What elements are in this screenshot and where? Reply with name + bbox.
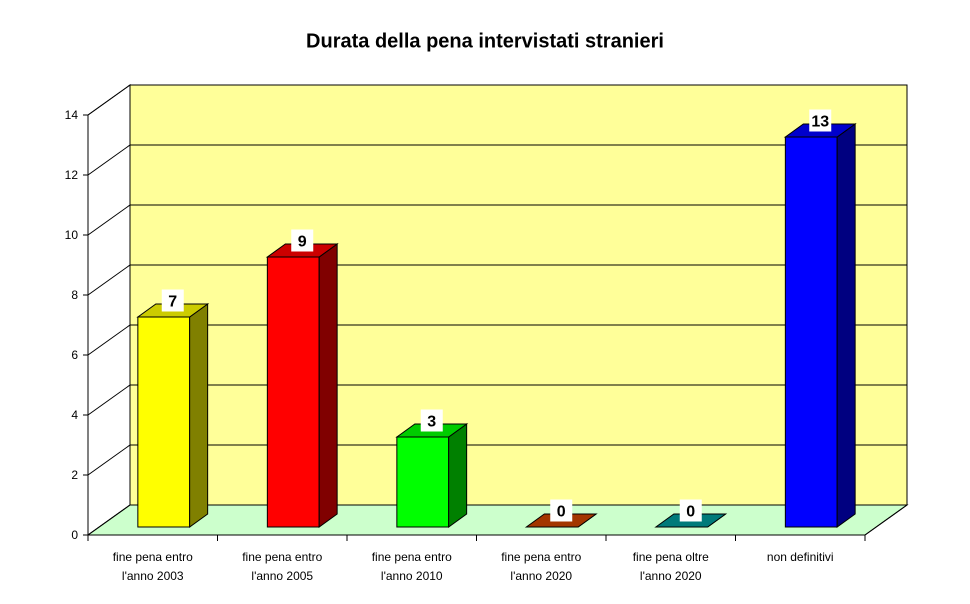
y-tick-label: 0 [71,528,78,542]
y-tick-label: 2 [71,468,78,482]
grid-line [87,384,131,416]
floor [86,504,909,536]
x-tick-label: fine pena entro l'anno 2010 [372,550,452,583]
y-tick-label: 10 [65,228,79,242]
data-label: 7 [168,294,177,311]
data-label-box [291,229,314,252]
floor-edge [864,504,908,536]
bar [265,243,339,528]
y-tick-label: 4 [71,408,78,422]
side-wall [87,84,131,536]
bar-side [318,243,338,528]
grid-line [87,144,131,176]
bar-front [784,136,838,528]
data-label-box [420,409,443,432]
chart-title: Durata della pena intervistati stranieri [306,30,664,52]
data-label: 0 [686,504,695,521]
grid-line [87,444,131,476]
data-label: 13 [811,114,829,131]
data-label: 3 [427,414,436,431]
bar-side [448,423,468,528]
bar-side [189,303,209,528]
bar [395,423,469,528]
data-label: 0 [557,504,566,521]
data-label: 9 [298,234,307,251]
bar [783,123,857,528]
x-tick-label: fine pena oltre l'anno 2020 [633,550,709,583]
y-tick-label: 12 [65,168,79,182]
grid-line [87,204,131,236]
grid-line [87,84,131,116]
data-label-box [809,109,832,132]
data-label-box [550,499,573,522]
grid-line [87,264,131,296]
x-tick-label: non definitivi [767,550,834,564]
y-tick-label: 14 [65,108,79,122]
data-label-box [679,499,702,522]
x-tick-label: fine pena entro l'anno 2020 [501,550,581,583]
y-tick-label: 8 [71,288,78,302]
bar-front [396,436,450,528]
bar-side [836,123,856,528]
bar [136,303,210,528]
grid-line [87,324,131,356]
bar-front [137,316,191,528]
y-tick-label: 6 [71,348,78,362]
x-tick-label: fine pena entro l'anno 2003 [113,550,193,583]
x-tick-label: fine pena entro l'anno 2005 [242,550,322,583]
grid-line [87,504,131,536]
data-label-box [161,289,184,312]
bar-front [266,256,320,528]
